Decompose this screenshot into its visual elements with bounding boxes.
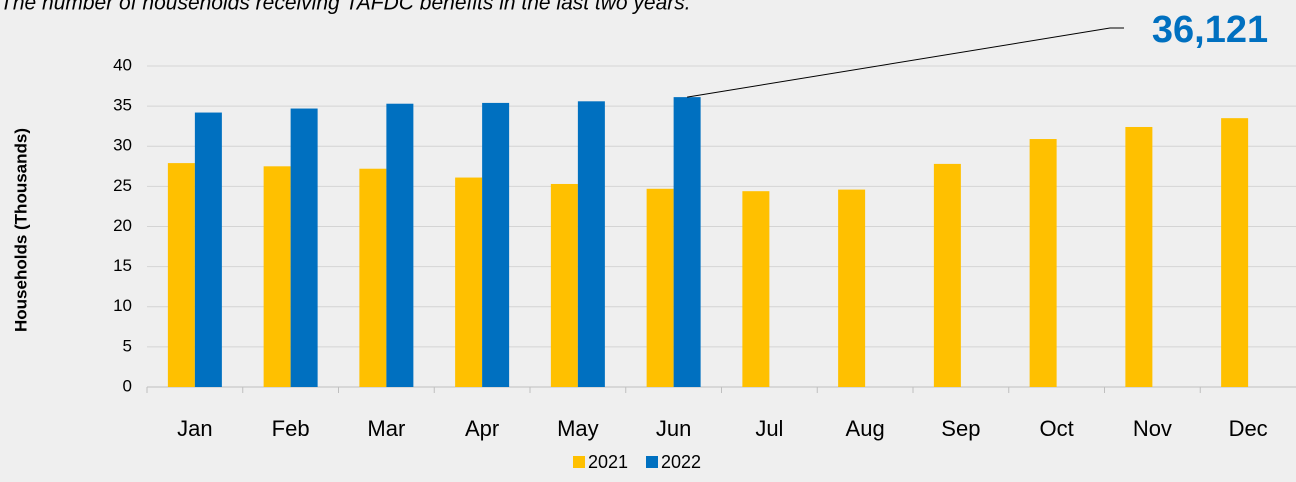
x-tick-label: Sep xyxy=(941,416,980,441)
legend-label: 2022 xyxy=(661,452,701,472)
x-tick-label: Mar xyxy=(367,416,405,441)
x-tick-label: May xyxy=(557,416,599,441)
y-tick-label: 10 xyxy=(113,296,132,315)
bar xyxy=(167,163,195,387)
bar xyxy=(742,191,770,387)
x-tick-label: Aug xyxy=(846,416,885,441)
legend-label: 2021 xyxy=(588,452,628,472)
bar xyxy=(1221,118,1249,387)
bar xyxy=(455,177,483,387)
bar xyxy=(1125,126,1153,388)
x-tick-label: Jun xyxy=(656,416,691,441)
y-tick-label: 35 xyxy=(113,96,132,115)
x-tick-label: Apr xyxy=(465,416,499,441)
bar xyxy=(577,101,605,387)
annotation: 36,121 xyxy=(1152,9,1268,51)
y-tick-label: 30 xyxy=(113,136,132,155)
bar xyxy=(933,163,961,387)
bar xyxy=(646,188,674,387)
x-tick-label: Oct xyxy=(1040,416,1074,441)
x-tick-label: Jul xyxy=(755,416,783,441)
y-tick-label: 15 xyxy=(113,256,132,275)
y-tick-label: 25 xyxy=(113,176,132,195)
bar xyxy=(838,189,866,387)
y-tick-label: 20 xyxy=(113,216,132,235)
y-tick-label: 5 xyxy=(123,336,132,355)
x-tick-label: Jan xyxy=(177,416,212,441)
bar xyxy=(290,108,318,387)
bar xyxy=(359,168,387,387)
y-tick-label: 40 xyxy=(113,55,132,74)
x-tick-label: Nov xyxy=(1133,416,1172,441)
legend-swatch xyxy=(573,456,585,468)
y-axis-label: Households (Thousands) xyxy=(11,128,30,332)
annotation-leader xyxy=(687,27,1124,98)
bar xyxy=(673,97,701,388)
bar xyxy=(194,112,222,388)
x-tick-label: Dec xyxy=(1229,416,1268,441)
bar xyxy=(386,103,414,387)
chart-title: The number of households receiving TAFDC… xyxy=(0,0,691,15)
legend-swatch xyxy=(646,456,658,468)
bar xyxy=(263,166,291,387)
bar xyxy=(1029,139,1057,387)
bar xyxy=(550,183,578,387)
y-tick-label: 0 xyxy=(123,376,132,395)
x-tick-label: Feb xyxy=(272,416,310,441)
bar xyxy=(482,102,510,387)
